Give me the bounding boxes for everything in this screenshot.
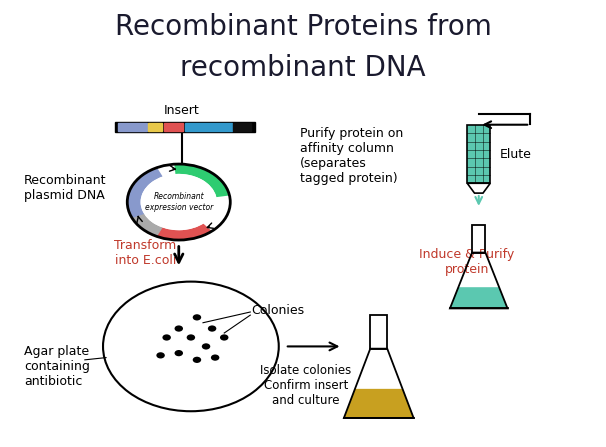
Bar: [472, 225, 485, 253]
Polygon shape: [344, 349, 413, 418]
Polygon shape: [344, 389, 413, 418]
Wedge shape: [127, 168, 162, 221]
Circle shape: [187, 334, 195, 341]
Bar: [233, 123, 251, 131]
Polygon shape: [467, 183, 490, 193]
Bar: [148, 123, 162, 131]
Bar: [472, 225, 485, 253]
Text: Insert: Insert: [164, 104, 199, 117]
Text: Transform
into E.coli: Transform into E.coli: [115, 239, 176, 266]
Circle shape: [156, 352, 165, 358]
Circle shape: [141, 174, 217, 230]
Polygon shape: [450, 287, 508, 308]
Text: Recombinant Proteins from: Recombinant Proteins from: [115, 13, 491, 42]
Text: recombinant DNA: recombinant DNA: [180, 54, 426, 82]
Text: Purify protein on
affinity column
(separates
tagged protein): Purify protein on affinity column (separ…: [300, 127, 403, 186]
Text: Elute: Elute: [499, 148, 531, 161]
Circle shape: [202, 343, 210, 350]
Circle shape: [175, 325, 183, 332]
Text: Induce & Purify
protein: Induce & Purify protein: [419, 248, 514, 276]
Circle shape: [193, 357, 201, 363]
Circle shape: [211, 354, 219, 361]
Bar: [185, 123, 232, 131]
Circle shape: [193, 314, 201, 320]
Text: Isolate colonies
Confirm insert
and culture: Isolate colonies Confirm insert and cult…: [261, 364, 351, 407]
Circle shape: [175, 350, 183, 356]
Bar: [115, 122, 255, 132]
Bar: [164, 123, 183, 131]
Circle shape: [220, 334, 228, 341]
Text: Colonies: Colonies: [251, 304, 305, 317]
Wedge shape: [153, 224, 212, 240]
Bar: [370, 315, 387, 349]
Bar: [118, 123, 147, 131]
Wedge shape: [132, 214, 162, 236]
Text: Agar plate
containing
antibiotic: Agar plate containing antibiotic: [24, 345, 90, 388]
Polygon shape: [450, 253, 508, 308]
Bar: [467, 125, 490, 183]
Text: Recombinant
expression vector: Recombinant expression vector: [145, 192, 213, 212]
Circle shape: [162, 334, 171, 341]
Text: Recombinant
plasmid DNA: Recombinant plasmid DNA: [24, 174, 107, 202]
Wedge shape: [175, 164, 230, 197]
Bar: [370, 315, 387, 349]
Circle shape: [208, 325, 216, 332]
